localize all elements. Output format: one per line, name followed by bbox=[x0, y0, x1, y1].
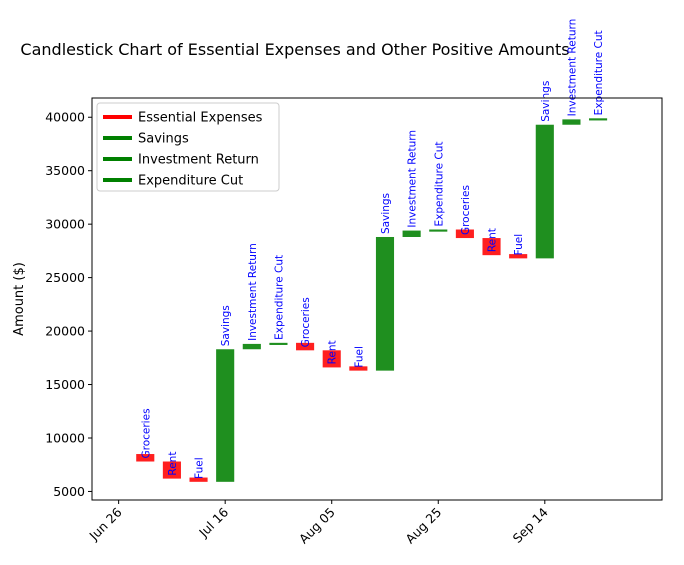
legend: Essential Expenses Savings Investment Retu… bbox=[96, 102, 280, 192]
bar-label: Investment Return bbox=[247, 243, 259, 341]
bar-label: Fuel bbox=[194, 457, 206, 479]
bar-rent bbox=[162, 461, 181, 479]
bar-label: Groceries bbox=[300, 297, 312, 347]
bar-fuel bbox=[349, 366, 368, 371]
y-tick-label: 5000 bbox=[53, 484, 85, 499]
bar-label: Groceries bbox=[140, 408, 152, 458]
bar-rent bbox=[482, 238, 501, 256]
y-tick-label: 35000 bbox=[45, 163, 85, 178]
y-axis: 5000 10000 15000 20000 25000 30000 35000 40000 bbox=[45, 110, 92, 499]
bar-investment-return bbox=[402, 230, 421, 237]
bar-label: Investment Return bbox=[407, 130, 419, 228]
x-tick-label: Jun 26 bbox=[86, 504, 125, 543]
bar-label: Fuel bbox=[513, 234, 525, 256]
legend-label: Expenditure Cut bbox=[138, 174, 243, 189]
bar-label: Groceries bbox=[460, 185, 472, 235]
bar-savings bbox=[535, 124, 554, 259]
bar-expenditure-cut bbox=[429, 229, 448, 232]
bar-label: Rent bbox=[487, 228, 499, 252]
y-tick-label: 40000 bbox=[45, 110, 85, 125]
bar-groceries bbox=[296, 342, 315, 351]
bar-rent bbox=[322, 350, 341, 368]
bar-expenditure-cut bbox=[589, 118, 608, 121]
bar-label: Savings bbox=[220, 305, 232, 346]
bar-investment-return bbox=[562, 119, 581, 125]
bar-savings bbox=[375, 236, 395, 371]
legend-box bbox=[96, 102, 280, 192]
bar-label: Rent bbox=[327, 340, 339, 364]
bar-label: Savings bbox=[540, 81, 552, 122]
y-tick-label: 25000 bbox=[45, 270, 85, 285]
bar-label: Investment Return bbox=[566, 19, 578, 117]
x-tick-label: Aug 25 bbox=[402, 505, 444, 547]
plot-frame bbox=[91, 97, 663, 501]
bar-expenditure-cut bbox=[269, 342, 288, 345]
bar-savings bbox=[216, 349, 235, 482]
y-axis-label: Amount ($) bbox=[12, 262, 27, 336]
bar-fuel bbox=[509, 254, 528, 259]
bar-groceries bbox=[136, 454, 155, 462]
y-tick-label: 30000 bbox=[45, 217, 85, 232]
bar-label: Rent bbox=[167, 452, 179, 476]
y-tick-label: 15000 bbox=[45, 377, 85, 392]
y-tick-label: 10000 bbox=[45, 430, 85, 445]
plot-area: Groceries Rent Fuel Savings Investment Retur… bbox=[136, 19, 608, 482]
x-tick-label: Jul 16 bbox=[195, 504, 231, 540]
legend-label: Essential Expenses bbox=[138, 111, 263, 126]
bar-label: Expenditure Cut bbox=[273, 255, 285, 340]
x-tick-label: Sep 14 bbox=[510, 504, 551, 545]
bar-label: Expenditure Cut bbox=[433, 142, 445, 227]
chart-title: Candlestick Chart of Essential Expenses … bbox=[20, 40, 569, 59]
legend-label: Investment Return bbox=[138, 153, 259, 168]
legend-label: Savings bbox=[138, 132, 189, 147]
bar-groceries bbox=[455, 229, 474, 239]
bar-label: Expenditure Cut bbox=[593, 30, 605, 115]
bar-label: Savings bbox=[380, 193, 392, 234]
bar-investment-return bbox=[242, 343, 261, 350]
y-tick-label: 20000 bbox=[45, 324, 85, 339]
bar-fuel bbox=[189, 477, 208, 482]
x-tick-label: Aug 05 bbox=[296, 505, 338, 547]
bar-label: Fuel bbox=[353, 346, 365, 368]
x-axis: Jun 26 Jul 16 Aug 05 Aug 25 Sep 14 bbox=[86, 500, 551, 546]
